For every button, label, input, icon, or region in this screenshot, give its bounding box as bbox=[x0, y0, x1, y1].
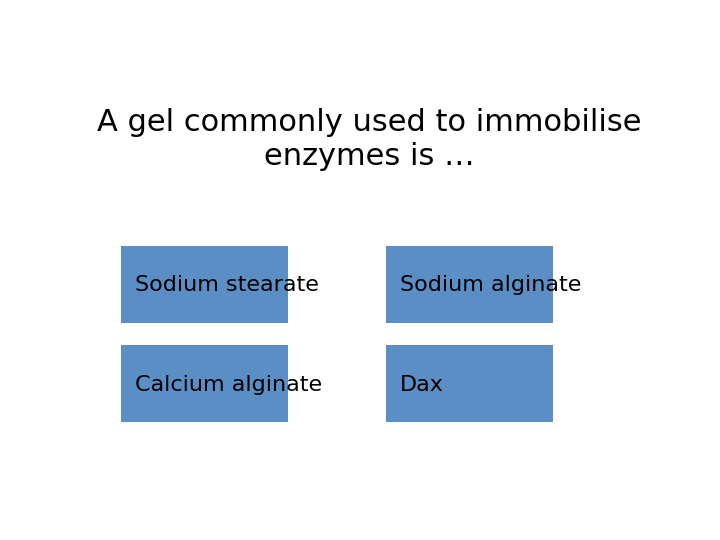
FancyBboxPatch shape bbox=[386, 246, 553, 322]
FancyBboxPatch shape bbox=[121, 346, 288, 422]
Text: A gel commonly used to immobilise
enzymes is …: A gel commonly used to immobilise enzyme… bbox=[96, 109, 642, 171]
Text: Sodium stearate: Sodium stearate bbox=[135, 275, 318, 295]
FancyBboxPatch shape bbox=[386, 346, 553, 422]
Text: Calcium alginate: Calcium alginate bbox=[135, 375, 322, 395]
Text: Dax: Dax bbox=[400, 375, 444, 395]
FancyBboxPatch shape bbox=[121, 246, 288, 322]
Text: Sodium alginate: Sodium alginate bbox=[400, 275, 581, 295]
